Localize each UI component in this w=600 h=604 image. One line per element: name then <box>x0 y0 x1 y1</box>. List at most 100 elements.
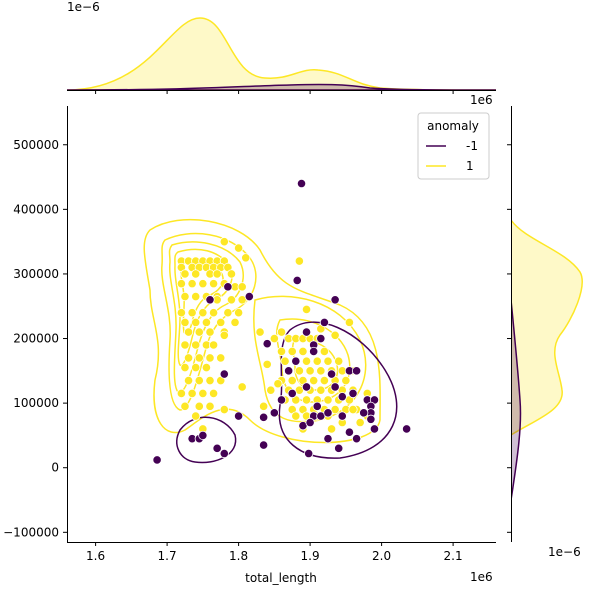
point-anomaly-1 <box>208 340 219 350</box>
top-marginal-density-anomaly-1 <box>67 17 496 91</box>
y-tick-label: 0 <box>51 461 59 475</box>
point-anomaly-neg1 <box>359 408 369 418</box>
point-anomaly-1 <box>216 317 226 327</box>
point-anomaly-1 <box>223 308 233 318</box>
point-anomaly-1 <box>180 362 190 373</box>
point-anomaly-neg1 <box>344 427 355 437</box>
point-anomaly-1 <box>216 353 226 363</box>
point-anomaly-neg1 <box>319 317 329 327</box>
point-anomaly-1 <box>319 375 329 386</box>
point-anomaly-neg1 <box>269 408 279 418</box>
point-anomaly-1 <box>287 346 297 357</box>
point-anomaly-1 <box>309 375 319 386</box>
point-anomaly-neg1 <box>301 327 312 337</box>
x-tick-label: 1.7 <box>158 549 177 563</box>
point-anomaly-1 <box>191 291 201 302</box>
right-marginal-density-anomaly-1 <box>511 218 583 436</box>
point-anomaly-neg1 <box>276 395 287 405</box>
point-anomaly-1 <box>208 388 219 399</box>
kde-contour-1-b <box>168 241 244 393</box>
point-anomaly-neg1 <box>219 448 229 459</box>
point-anomaly-1 <box>301 395 312 405</box>
point-anomaly-1 <box>323 395 333 405</box>
point-anomaly-1 <box>262 359 272 369</box>
legend: anomaly -1 1 <box>417 112 490 180</box>
x-axis-offset-label: 1e6 <box>470 570 493 584</box>
point-anomaly-1 <box>334 356 344 366</box>
point-anomaly-neg1 <box>326 369 337 379</box>
point-anomaly-neg1 <box>330 382 340 392</box>
right-marginal-density: 1e−6 <box>511 106 583 559</box>
point-anomaly-1 <box>234 243 244 253</box>
point-anomaly-1 <box>341 375 351 386</box>
point-anomaly-1 <box>273 379 283 389</box>
point-anomaly-1 <box>316 385 326 395</box>
point-anomaly-neg1 <box>292 275 302 285</box>
point-anomaly-1 <box>312 356 322 366</box>
point-anomaly-1 <box>183 327 194 337</box>
point-anomaly-neg1 <box>212 443 222 453</box>
point-anomaly-neg1 <box>223 282 233 292</box>
point-anomaly-neg1 <box>351 366 362 376</box>
point-anomaly-1 <box>187 388 197 399</box>
point-anomaly-neg1 <box>323 408 333 418</box>
point-anomaly-1 <box>191 317 201 327</box>
point-anomaly-1 <box>355 417 365 428</box>
point-anomaly-1 <box>280 356 290 366</box>
x-tick-label: 2.0 <box>372 549 391 563</box>
x-tick-label: 2.1 <box>444 549 463 563</box>
point-anomaly-neg1 <box>337 392 347 402</box>
point-anomaly-1 <box>194 327 204 337</box>
point-anomaly-neg1 <box>366 414 376 424</box>
point-anomaly-1 <box>212 269 222 279</box>
legend-box <box>417 112 490 180</box>
point-anomaly-1 <box>205 327 215 337</box>
point-anomaly-neg1 <box>337 411 347 421</box>
point-anomaly-neg1 <box>152 455 162 465</box>
point-anomaly-neg1 <box>330 295 340 305</box>
point-anomaly-neg1 <box>259 412 269 422</box>
point-anomaly-1 <box>208 279 219 289</box>
point-anomaly-1 <box>194 353 204 363</box>
point-anomaly-1 <box>191 269 201 279</box>
point-anomaly-neg1 <box>244 291 254 302</box>
point-anomaly-neg1 <box>402 424 412 434</box>
point-anomaly-1 <box>319 346 329 357</box>
point-anomaly-1 <box>219 237 229 247</box>
point-anomaly-1 <box>183 353 194 363</box>
point-anomaly-neg1 <box>205 295 215 305</box>
point-anomaly-1 <box>176 308 186 318</box>
point-anomaly-1 <box>305 366 315 376</box>
point-anomaly-1 <box>287 375 297 386</box>
point-anomaly-1 <box>301 304 312 315</box>
point-anomaly-1 <box>241 253 251 263</box>
point-anomaly-1 <box>205 375 215 386</box>
point-anomaly-neg1 <box>334 443 344 453</box>
point-anomaly-1 <box>255 327 265 337</box>
point-anomaly-1 <box>316 366 326 376</box>
point-anomaly-1 <box>237 382 247 392</box>
point-anomaly-1 <box>291 411 301 421</box>
x-tick-label: 1.8 <box>229 549 248 563</box>
x-tick-label: 1.6 <box>86 549 105 563</box>
point-anomaly-neg1 <box>304 448 314 459</box>
point-anomaly-neg1 <box>259 440 269 450</box>
point-anomaly-1 <box>191 362 201 373</box>
legend-label-neg1: -1 <box>466 139 478 153</box>
kde-contour-neg1-right <box>278 321 398 459</box>
point-anomaly-neg1 <box>305 417 315 428</box>
right-marginal-offset-label: 1e−6 <box>548 545 581 559</box>
y-tick-label: 100000 <box>13 396 59 410</box>
right-marginal-density-anomaly-neg1 <box>511 299 522 501</box>
top-marginal-density-anomaly-neg1 <box>67 83 496 91</box>
point-anomaly-1 <box>226 269 237 279</box>
point-anomaly-1 <box>234 308 244 318</box>
y-tick-label: 500000 <box>13 138 59 152</box>
point-anomaly-1 <box>194 401 204 411</box>
point-anomaly-neg1 <box>284 366 294 376</box>
point-anomaly-1 <box>301 356 312 366</box>
point-anomaly-1 <box>205 353 215 363</box>
point-anomaly-neg1 <box>198 430 208 441</box>
point-anomaly-1 <box>269 333 279 344</box>
